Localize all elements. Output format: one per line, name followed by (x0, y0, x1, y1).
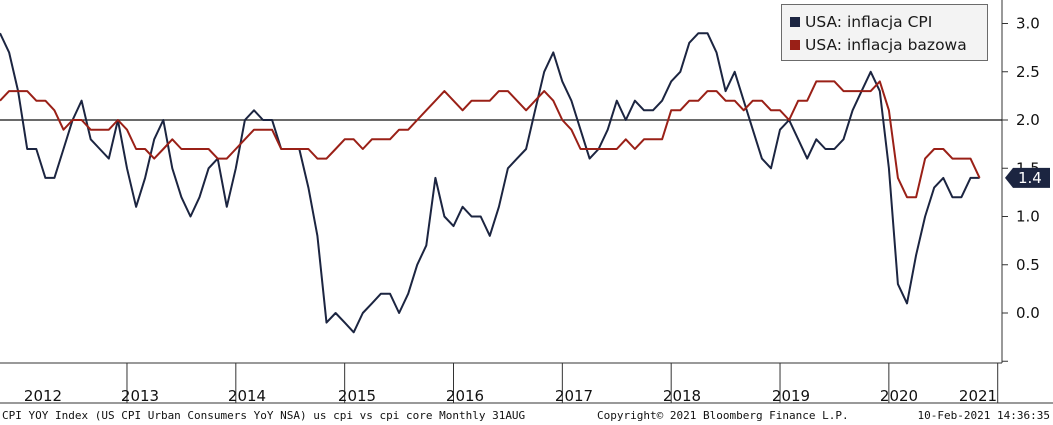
x-tick-label: 2016 (446, 387, 484, 405)
series-line-core (0, 80, 981, 199)
x-tick-label: 2017 (555, 387, 593, 405)
chart-legend: USA: inflacja CPI USA: inflacja bazowa (781, 4, 988, 61)
legend-swatch-core (790, 40, 800, 50)
legend-swatch-cpi (790, 17, 800, 27)
y-tick-label: 2.5 (1016, 63, 1040, 81)
footer-timestamp: 10-Feb-2021 14:36:35 (917, 409, 1050, 422)
series-line-cpi (0, 32, 980, 334)
legend-item-core: USA: inflacja bazowa (790, 36, 967, 54)
last-value-label: 1.4 (1018, 169, 1042, 187)
y-tick-label: 0.0 (1016, 304, 1040, 322)
y-tick-label: 1.0 (1016, 208, 1040, 226)
x-tick-label: 2019 (772, 387, 810, 405)
x-tick-label: 2012 (24, 387, 62, 405)
legend-item-cpi: USA: inflacja CPI (790, 13, 932, 31)
footer-copyright: Copyright© 2021 Bloomberg Finance L.P. (597, 409, 849, 422)
footer-source: CPI YOY Index (US CPI Urban Consumers Yo… (2, 409, 526, 422)
x-tick-label: 2013 (121, 387, 159, 405)
y-tick-label: 3.0 (1016, 15, 1040, 33)
last-value-marker (1005, 167, 1050, 188)
x-tick-label: 2021 (959, 387, 997, 405)
legend-label-core: USA: inflacja bazowa (805, 36, 967, 54)
x-tick-label: 2018 (663, 387, 701, 405)
x-tick-label: 2014 (228, 387, 266, 405)
y-tick-label: 2.0 (1016, 111, 1040, 129)
x-tick-label: 2020 (880, 387, 918, 405)
legend-label-cpi: USA: inflacja CPI (805, 13, 933, 31)
x-tick-label: 2015 (338, 387, 376, 405)
y-tick-label: 0.5 (1016, 256, 1040, 274)
